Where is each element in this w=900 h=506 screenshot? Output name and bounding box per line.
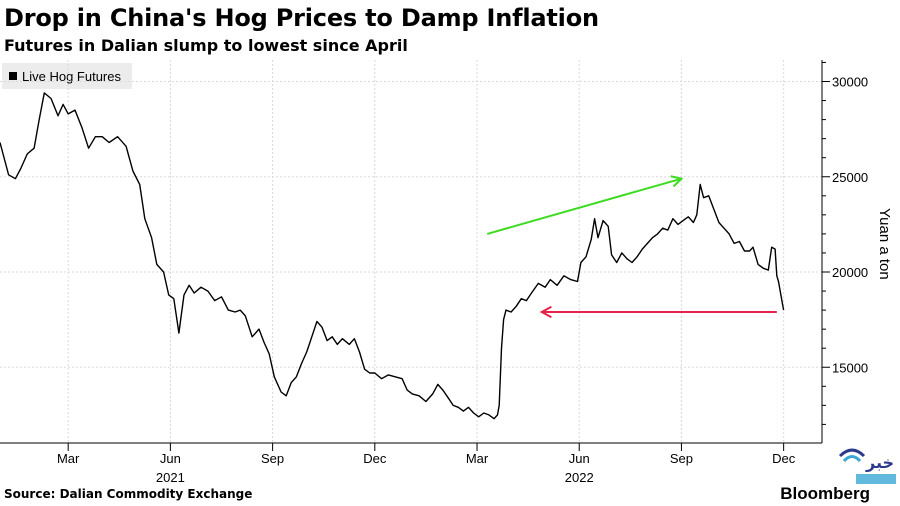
legend-label: Live Hog Futures (22, 68, 121, 84)
y-tick-label: 15000 (832, 360, 868, 375)
chart-title: Drop in China's Hog Prices to Damp Infla… (4, 4, 599, 32)
x-year-label: 2021 (156, 470, 185, 485)
chart-subtitle: Futures in Dalian slump to lowest since … (4, 36, 408, 55)
x-tick-label: Mar (57, 451, 80, 466)
annotation-arrowhead (670, 175, 684, 188)
legend: Live Hog Futures (2, 63, 132, 89)
y-tick-label: 20000 (832, 265, 868, 280)
source-note: Source: Dalian Commodity Exchange (4, 487, 253, 501)
x-tick-label: Dec (363, 451, 387, 466)
annotation-arrowhead (539, 305, 552, 319)
x-year-label: 2022 (565, 470, 594, 485)
y-tick-label: 30000 (832, 75, 868, 90)
y-axis-label: Yuan a ton (876, 208, 893, 280)
y-tick-label: 25000 (832, 170, 868, 185)
x-tick-label: Jun (569, 451, 590, 466)
x-tick-label: Sep (670, 451, 693, 466)
x-tick-label: Sep (261, 451, 284, 466)
brand-label: Bloomberg (780, 484, 870, 503)
annotation-arrow-rise (486, 177, 682, 235)
legend-swatch (9, 72, 17, 80)
x-tick-label: Jun (160, 451, 181, 466)
x-tick-label: Dec (772, 451, 796, 466)
x-tick-label: Mar (466, 451, 489, 466)
watermark-logo: کالا خبر (838, 448, 900, 484)
series-line-live-hog-futures (0, 92, 785, 420)
watermark-text-top: کالا خبر (865, 453, 900, 472)
